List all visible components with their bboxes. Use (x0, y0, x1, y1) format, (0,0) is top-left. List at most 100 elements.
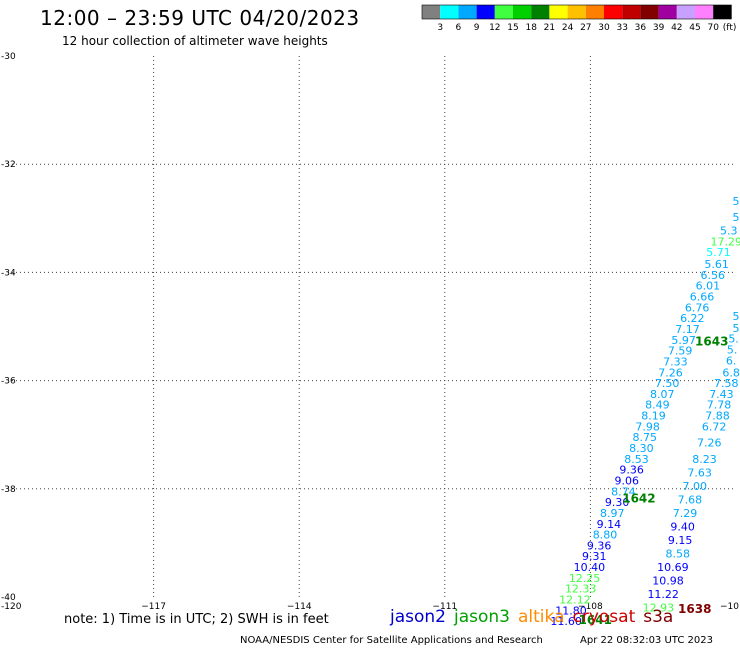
swh-value: 8.23 (692, 453, 717, 466)
colorbar-label: 15 (507, 23, 518, 33)
colorbar-unit: (ft) (723, 23, 737, 33)
swh-value: 6.56 (700, 269, 725, 282)
colorbar-label: 12 (489, 23, 500, 33)
colorbar-label: 27 (580, 23, 591, 33)
swh-value: 9.36 (619, 464, 644, 477)
colorbar-swatch (422, 5, 441, 19)
grid-lines (8, 56, 736, 597)
satellite-legend-cryosat: cryosat (572, 607, 636, 627)
swh-value: 7.26 (697, 437, 722, 450)
swh-value: 9.40 (670, 520, 695, 533)
colorbar-swatch (494, 5, 513, 19)
generated-timestamp: Apr 22 08:32:03 UTC 2023 (580, 635, 713, 646)
swh-value: 10.40 (574, 561, 606, 574)
swh-value: 5.71 (706, 246, 731, 259)
colorbar-swatch (531, 5, 550, 19)
colorbar-swatch (549, 5, 568, 19)
swh-value: 8.07 (650, 388, 675, 401)
satellite-legend-altika: altika (518, 607, 565, 627)
swh-value: 8.74 (611, 485, 636, 498)
y-tick-label: -30 (1, 52, 16, 62)
colorbar-label: 30 (598, 23, 610, 33)
x-tick-label: −117 (141, 602, 166, 612)
swh-value: 8.58 (666, 548, 691, 561)
x-tick-label: −108 (578, 602, 603, 612)
colorbar-swatch (440, 5, 459, 19)
swh-value: 8.19 (641, 410, 666, 423)
credit-line: NOAA/NESDIS Center for Satellite Applica… (240, 635, 543, 646)
colorbar-label: 18 (525, 23, 537, 33)
footer-note: note: 1) Time is in UTC; 2) SWH is in fe… (64, 612, 329, 627)
swh-value: 9.15 (668, 534, 693, 547)
swh-value: 8.30 (629, 442, 654, 455)
swh-value: 5. (728, 333, 739, 346)
colorbar-label: 6 (456, 23, 462, 33)
swh-value: 7.98 (635, 420, 660, 433)
swh-value: 8.97 (600, 507, 625, 520)
swh-value: 7.26 (658, 366, 683, 379)
colorbar-label: 3 (437, 23, 443, 33)
colorbar: 3 6 9 12 15 18 21 24 27 30 33 36 39 42 45 70 (ft) (421, 4, 737, 33)
swh-value: 7.58 (714, 377, 739, 390)
satellite-legend: jason2 jason3 altika cryosat s3a (390, 607, 681, 627)
colorbar-swatch (676, 5, 695, 19)
colorbar-swatch (604, 5, 623, 19)
colorbar-swatch (640, 5, 659, 19)
swh-value: 7.29 (673, 507, 698, 520)
satellite-legend-s3a: s3a (643, 607, 674, 627)
satellite-legend-jason3: jason3 (454, 607, 510, 627)
y-tick-label: -34 (1, 268, 16, 278)
swh-value: 5 (733, 310, 740, 323)
colorbar-swatch (567, 5, 586, 19)
colorbar-swatch (713, 5, 732, 19)
pass-number-label: 1638 (678, 602, 711, 616)
swh-value: 5 (733, 211, 740, 224)
swh-value: 5.97 (671, 334, 696, 347)
colorbar-label: 70 (707, 23, 719, 33)
swh-value: 11.80 (555, 604, 587, 617)
y-tick-label: -40 (1, 593, 16, 603)
swh-value: 6. (726, 354, 737, 367)
swh-value: 7.59 (668, 345, 693, 358)
colorbar-label: 39 (653, 23, 665, 33)
colorbar-swatch (513, 5, 532, 19)
swh-value: 12.25 (569, 572, 601, 585)
swh-value: 12.33 (565, 583, 597, 596)
colorbar-swatch (458, 5, 477, 19)
colorbar-label: 42 (671, 23, 682, 33)
x-tick-label: −10 (720, 602, 739, 612)
colorbar-swatch (695, 5, 714, 19)
swh-value: 9.31 (582, 550, 607, 563)
swh-value: 8.49 (645, 399, 670, 412)
swh-value: 8.53 (624, 453, 649, 466)
swh-value: 9.36 (587, 539, 612, 552)
swh-value: 7.88 (705, 410, 730, 423)
swh-value: 7.33 (663, 355, 688, 368)
colorbar-label: 9 (474, 23, 480, 33)
swh-value: 17.29 (711, 235, 740, 248)
colorbar-label: 36 (635, 23, 647, 33)
swh-value: 7.43 (709, 388, 734, 401)
swh-value: 9.30 (605, 496, 630, 509)
colorbar-label: 45 (689, 23, 700, 33)
swh-value: 9.06 (615, 474, 640, 487)
x-tick-label: −111 (432, 602, 457, 612)
swh-value: 5 (733, 195, 740, 208)
axis-ticks: -30 -32 -34 -36 -38 -40-120 −117 −114 −111 −108 −1… (1, 52, 739, 612)
colorbar-swatch (622, 5, 641, 19)
colorbar-swatch (658, 5, 677, 19)
swh-value: 5 (733, 322, 740, 335)
swh-value: 10.69 (657, 561, 689, 574)
pass-number-label: 1641 (579, 613, 612, 627)
pass-number-label: 1642 (622, 491, 655, 505)
swh-value: 7.17 (675, 323, 700, 336)
x-tick-label: −114 (287, 602, 312, 612)
colorbar-swatch (585, 5, 604, 19)
swh-value: 7.68 (678, 493, 703, 506)
swh-value: 7.78 (707, 399, 732, 412)
chart-subtitle: 12 hour collection of altimeter wave hei… (62, 34, 328, 48)
colorbar-frame (421, 4, 732, 20)
swh-value: 7.50 (655, 377, 680, 390)
data-points: 555.317.295.715.616.566.016.666.766.227.… (550, 195, 740, 628)
